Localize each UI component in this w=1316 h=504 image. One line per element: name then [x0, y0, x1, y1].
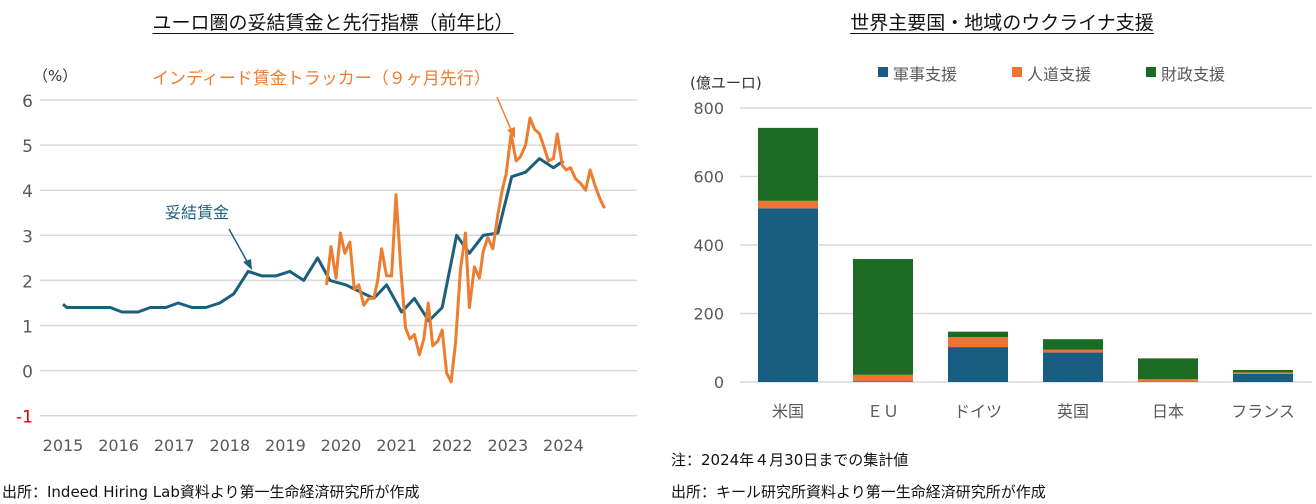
x-tick-label: 2022 — [432, 436, 473, 455]
bar-財政支援 — [948, 331, 1008, 338]
x-category-label: 英国 — [1057, 402, 1089, 421]
y-tick-label: 0 — [22, 363, 33, 383]
legend-label: 人道支援 — [1027, 65, 1091, 84]
x-tick-label: 2016 — [98, 436, 139, 455]
right-footnote: 注：2024年４月30日までの集計値 — [671, 451, 909, 469]
bar-人道支援 — [853, 374, 913, 382]
legend-label: 軍事支援 — [893, 65, 957, 84]
y-tick-label: 3 — [22, 227, 33, 247]
y-tick-label: 200 — [693, 305, 724, 324]
y-tick-label: 800 — [693, 99, 724, 118]
y-axis-unit: （%） — [33, 67, 77, 85]
x-category-label: 日本 — [1152, 402, 1184, 421]
indeed-tracker-annotation: インディード賃金トラッカー（９ヶ月先行） — [152, 68, 491, 89]
bar-財政支援 — [853, 259, 913, 375]
bar-人道支援 — [1138, 379, 1198, 382]
indeed-wage-tracker-line — [325, 116, 606, 384]
x-category-label: 米国 — [772, 402, 804, 421]
x-tick-label: 2021 — [376, 436, 417, 455]
bar-軍事支援 — [1043, 352, 1103, 382]
y-tick-label: 4 — [22, 182, 33, 202]
arrow-head-icon — [507, 127, 515, 138]
x-tick-label: 2024 — [543, 436, 584, 455]
y-axis-unit: (億ユーロ) — [690, 74, 762, 92]
y-tick-label: 400 — [693, 236, 724, 255]
bar-財政支援 — [1233, 370, 1293, 373]
x-category-label: ドイツ — [954, 402, 1002, 421]
annotation-arrow — [496, 96, 513, 133]
bar-軍事支援 — [853, 381, 913, 382]
x-tick-label: 2023 — [487, 436, 528, 455]
x-category-label: フランス — [1231, 402, 1295, 421]
bar-軍事支援 — [948, 347, 1008, 382]
wage-line-chart: -1 0 1 2 3 4 5 6 2015 2016 2017 2018 2019 2020 2021 202… — [16, 67, 637, 455]
bar-人道支援 — [758, 200, 818, 209]
bar-人道支援 — [1043, 349, 1103, 353]
x-tick-label: 2020 — [321, 436, 362, 455]
bar-財政支援 — [758, 127, 818, 201]
left-source-note: 出所：Indeed Hiring Lab資料より第一生命経済研究所が作成 — [2, 483, 420, 501]
bar-人道支援 — [948, 337, 1008, 348]
left-chart-title: ユーロ圏の妥結賃金と先行指標（前年比） — [152, 12, 514, 34]
bar-財政支援 — [1043, 339, 1103, 350]
x-tick-label: 2019 — [265, 436, 306, 455]
bar-財政支援 — [1138, 358, 1198, 380]
bar-軍事支援 — [758, 208, 818, 382]
y-tick-label: 2 — [22, 272, 33, 292]
annotation-arrow — [228, 228, 250, 266]
y-tick-label: 1 — [22, 318, 33, 338]
y-tick-label: -1 — [16, 408, 33, 428]
x-tick-label: 2018 — [209, 436, 250, 455]
legend-swatch — [1146, 67, 1156, 77]
x-tick-label: 2017 — [154, 436, 195, 455]
arrow-head-icon — [243, 259, 252, 270]
y-tick-label: 6 — [22, 92, 33, 112]
right-chart-title: 世界主要国・地域のウクライナ支援 — [850, 12, 1154, 34]
x-tick-label: 2015 — [43, 436, 84, 455]
negotiated-wage-line — [62, 157, 565, 323]
legend-swatch — [1012, 67, 1022, 77]
bar-軍事支援 — [1233, 373, 1293, 382]
right-source-note: 出所：キール研究所資料より第一生命経済研究所が作成 — [671, 483, 1046, 501]
y-tick-label: 5 — [22, 137, 33, 157]
legend-swatch — [878, 67, 888, 77]
x-category-label: ＥＵ — [867, 402, 899, 421]
bar-人道支援 — [1233, 372, 1293, 374]
negotiated-wage-annotation: 妥結賃金 — [165, 203, 229, 222]
y-tick-label: 0 — [714, 373, 724, 392]
y-tick-label: 600 — [693, 168, 724, 187]
legend-label: 財政支援 — [1161, 65, 1225, 84]
